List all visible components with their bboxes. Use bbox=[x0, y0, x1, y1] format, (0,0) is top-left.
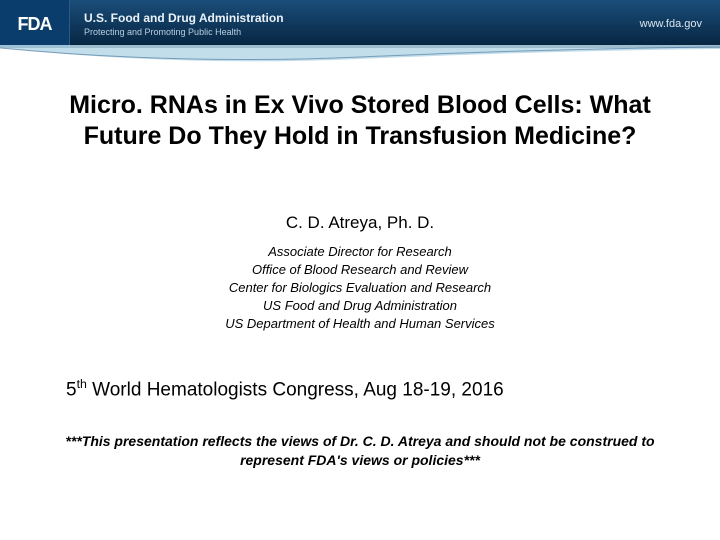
fda-tagline: Protecting and Promoting Public Health bbox=[84, 27, 640, 37]
affiliation-line: US Food and Drug Administration bbox=[36, 297, 684, 315]
affiliation-line: Office of Blood Research and Review bbox=[36, 261, 684, 279]
affiliations-block: Associate Director for Research Office o… bbox=[36, 243, 684, 334]
header-swoosh bbox=[0, 45, 720, 75]
congress-ordinal: 5 bbox=[66, 380, 77, 401]
disclaimer: ***This presentation reflects the views … bbox=[36, 432, 684, 470]
fda-logo: FDA bbox=[0, 0, 70, 48]
congress-rest: World Hematologists Congress, Aug 18-19,… bbox=[87, 380, 504, 401]
fda-header: FDA U.S. Food and Drug Administration Pr… bbox=[0, 0, 720, 48]
fda-url: www.fda.gov bbox=[640, 18, 720, 30]
affiliation-line: US Department of Health and Human Servic… bbox=[36, 315, 684, 333]
slide-title: Micro. RNAs in Ex Vivo Stored Blood Cell… bbox=[36, 90, 684, 153]
affiliation-line: Center for Biologics Evaluation and Rese… bbox=[36, 279, 684, 297]
congress-line: 5th World Hematologists Congress, Aug 18… bbox=[36, 377, 684, 401]
author-name: C. D. Atreya, Ph. D. bbox=[36, 213, 684, 233]
fda-logo-text: FDA bbox=[18, 15, 52, 33]
affiliation-line: Associate Director for Research bbox=[36, 243, 684, 261]
fda-full-name: U.S. Food and Drug Administration bbox=[84, 11, 640, 25]
congress-suffix: th bbox=[77, 377, 87, 391]
header-center: U.S. Food and Drug Administration Protec… bbox=[70, 11, 640, 37]
slide-content: Micro. RNAs in Ex Vivo Stored Blood Cell… bbox=[0, 90, 720, 470]
